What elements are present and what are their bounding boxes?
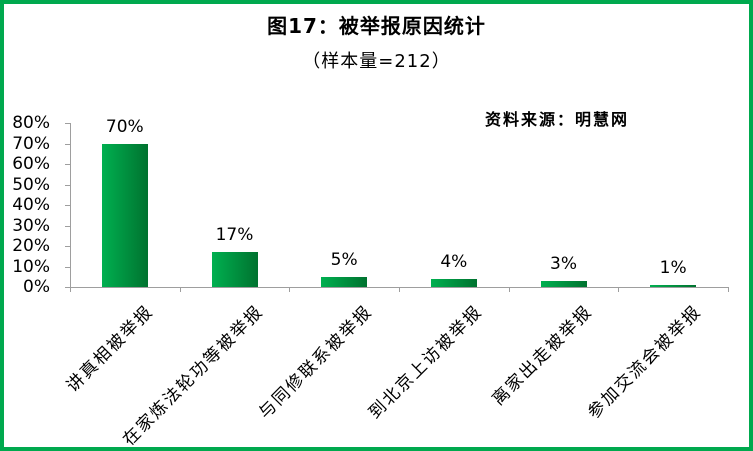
- bar: [430, 278, 477, 287]
- category-label: 到北京上访被举报: [364, 301, 487, 424]
- bar: [650, 284, 697, 287]
- y-tick-mark: [65, 143, 70, 145]
- category-label: 与同修联系被举报: [255, 301, 377, 424]
- bar-value-label: 5%: [330, 249, 358, 270]
- y-tick-label: 10%: [12, 256, 50, 277]
- y-tick-mark: [65, 246, 70, 247]
- y-tick-mark: [65, 225, 70, 227]
- y-tick-mark: [65, 266, 70, 268]
- chart-title: 图17：被举报原因统计: [267, 14, 486, 38]
- bar-value-label: 1%: [659, 257, 687, 278]
- y-tick-mark: [65, 123, 70, 124]
- y-tick-label: 0%: [23, 277, 50, 297]
- y-tick-mark: [65, 164, 70, 165]
- y-tick-label: 50%: [12, 174, 50, 195]
- y-tick-label: 40%: [12, 195, 50, 215]
- plot-area: 0% 10% 20% 30% 40% 50% 60% 70% 80% 70% 讲真相被举报 17% 在家…: [4, 4, 749, 447]
- y-tick-mark: [65, 184, 70, 186]
- bar: [321, 276, 368, 287]
- bar-value-label: 4%: [440, 251, 468, 272]
- bar-value-label: 17%: [215, 225, 254, 246]
- x-tick-mark: [70, 287, 71, 292]
- x-tick-mark: [728, 287, 729, 292]
- x-tick-mark: [179, 287, 181, 292]
- bar-value-label: 3%: [550, 253, 577, 274]
- category-label: 参加交流会被举报: [584, 301, 706, 424]
- bar: [101, 143, 148, 287]
- y-axis-line: [70, 123, 71, 287]
- x-tick-mark: [289, 287, 291, 292]
- bar: [211, 252, 258, 287]
- y-tick-label: 80%: [12, 113, 50, 133]
- category-label: 离家出走被举报: [487, 301, 597, 410]
- chart-subtitle: （样本量=212）: [302, 51, 451, 72]
- y-tick-label: 30%: [12, 215, 50, 236]
- y-tick-label: 60%: [12, 154, 50, 174]
- category-label: 讲真相被举报: [62, 301, 158, 397]
- bar-value-label: 70%: [105, 116, 144, 137]
- x-tick-mark: [618, 287, 620, 292]
- y-tick-label: 20%: [12, 236, 50, 256]
- x-tick-mark: [508, 287, 510, 292]
- x-tick-mark: [399, 287, 400, 292]
- y-tick-mark: [65, 287, 70, 288]
- y-tick-label: 70%: [12, 133, 50, 154]
- bar: [540, 280, 587, 287]
- y-tick-mark: [65, 205, 70, 206]
- source-note: 资料来源：明慧网: [485, 110, 630, 129]
